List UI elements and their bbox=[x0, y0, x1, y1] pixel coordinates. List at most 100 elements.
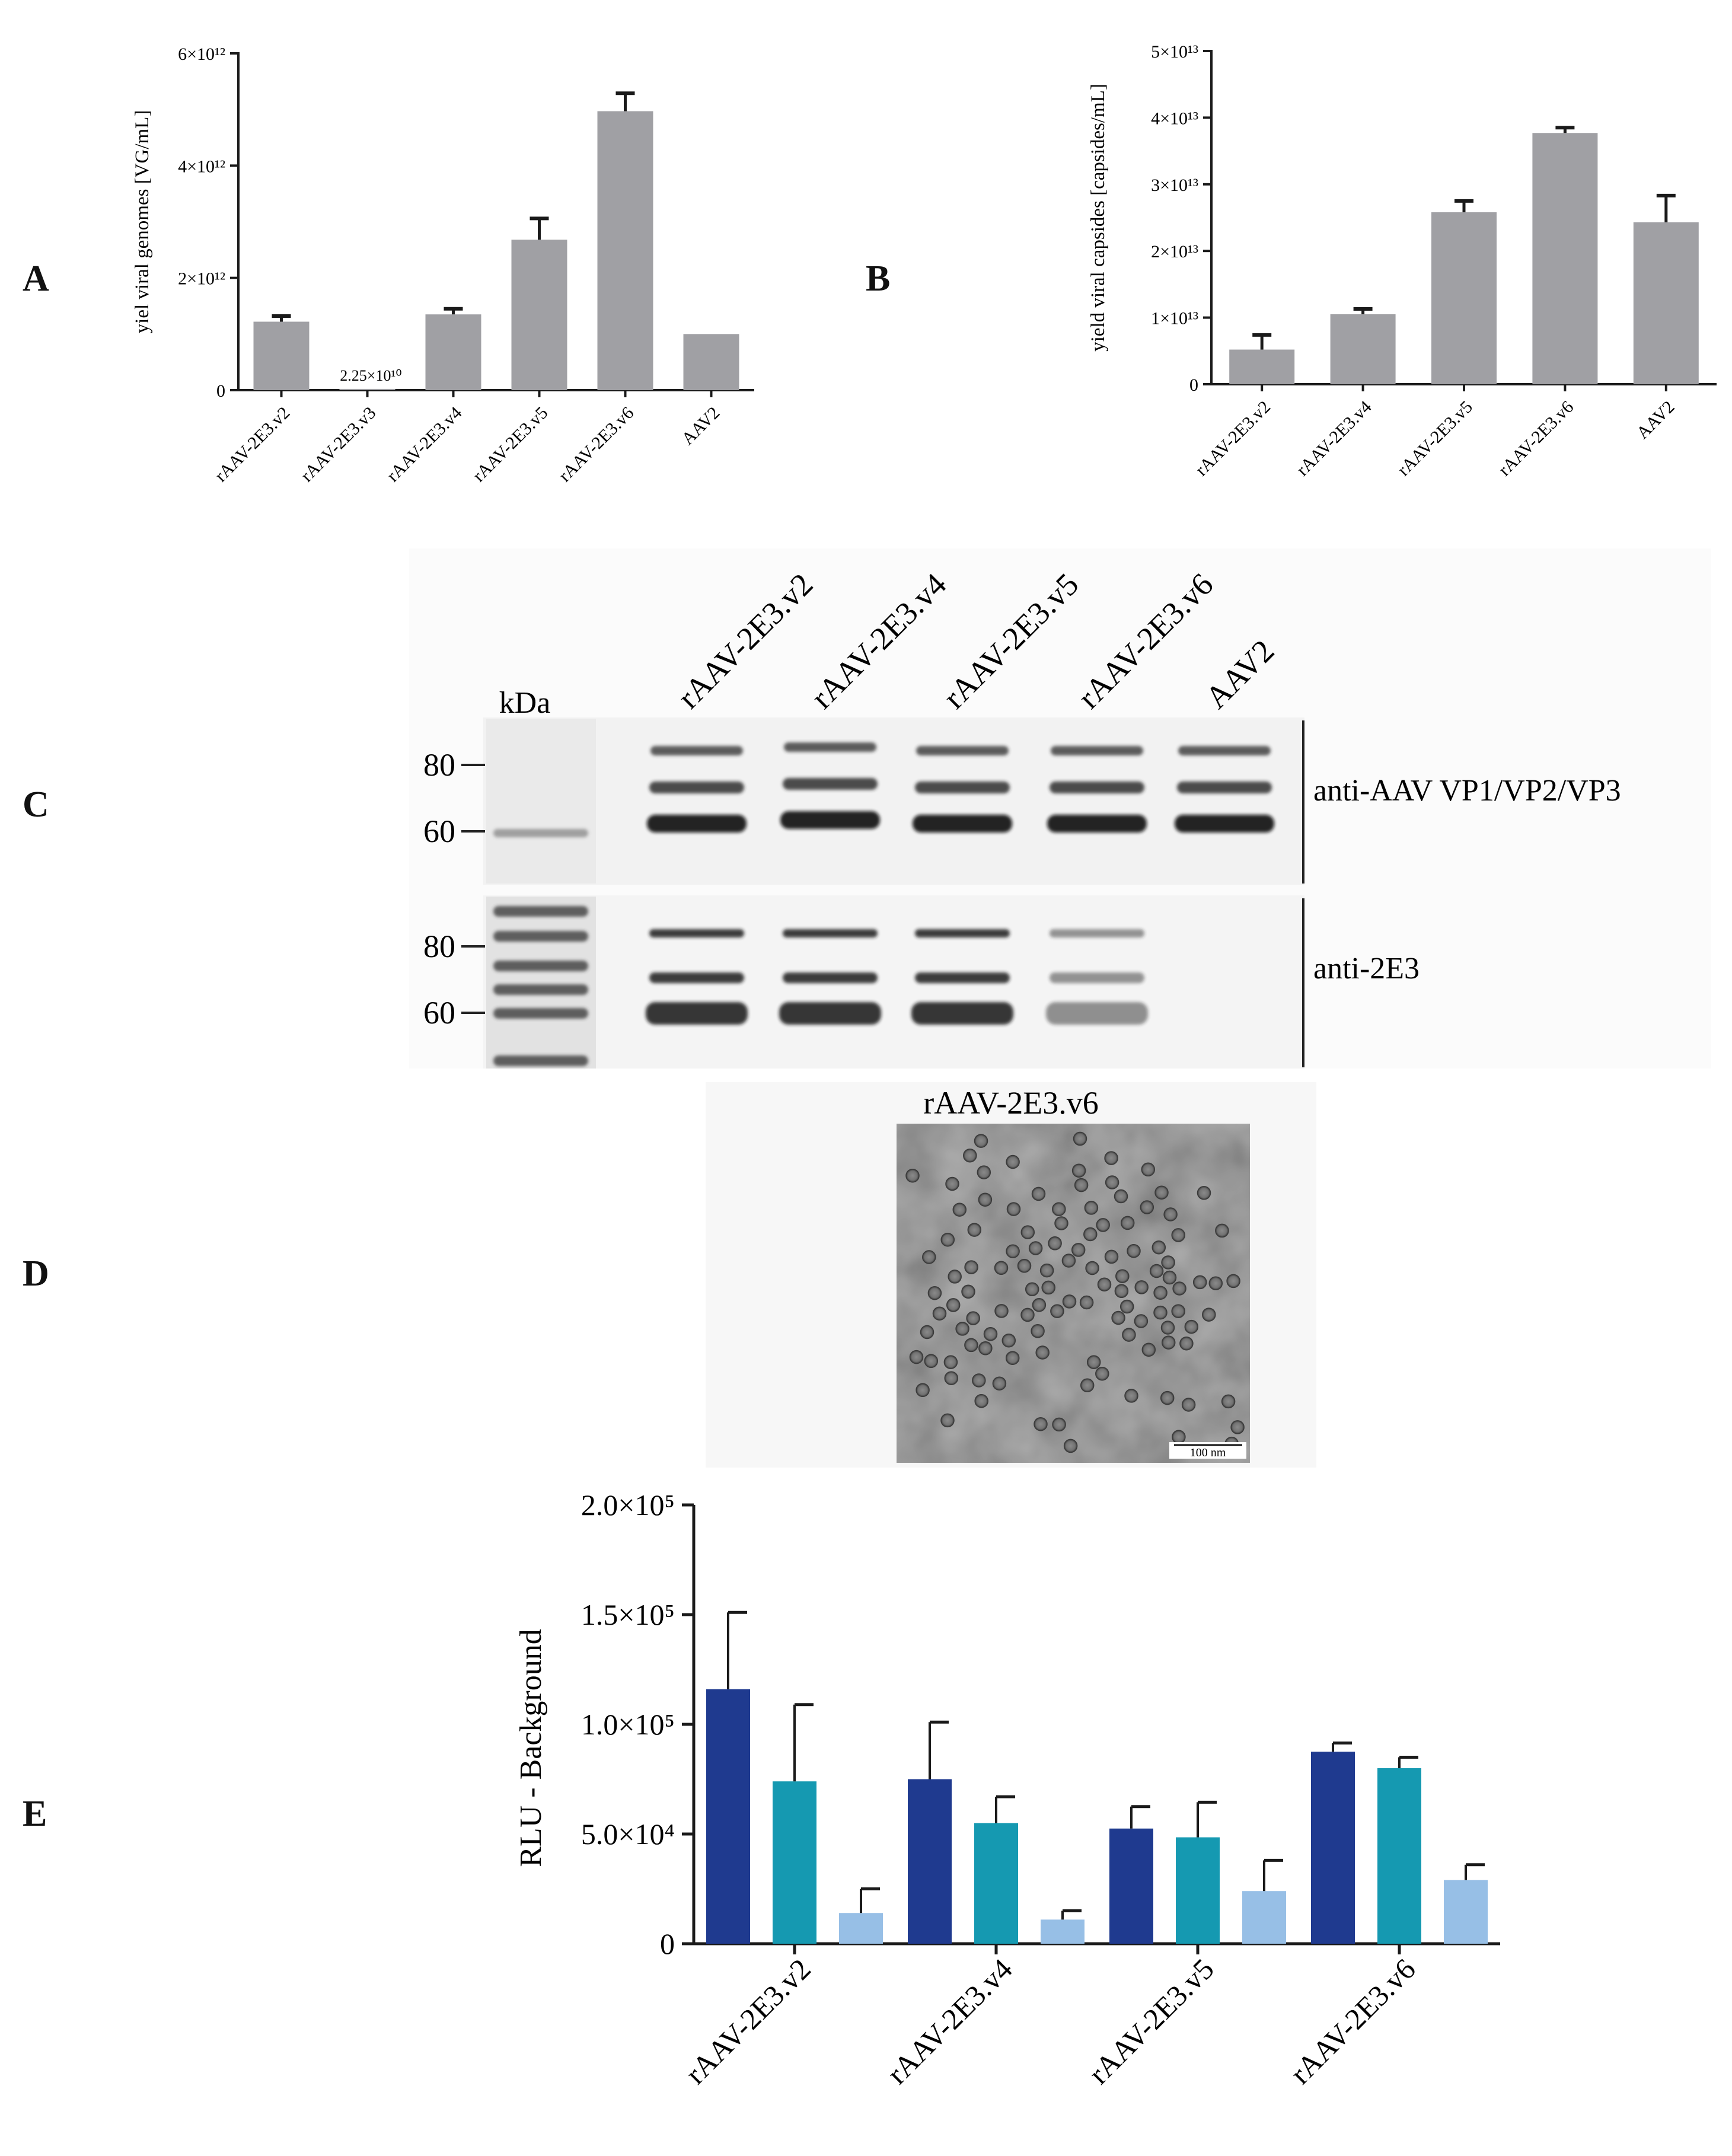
virus-particle bbox=[946, 1298, 961, 1312]
kda-label: kDa bbox=[499, 686, 551, 720]
bar bbox=[1229, 349, 1295, 384]
band-vp2 bbox=[1050, 782, 1144, 793]
virus-particle bbox=[1179, 1336, 1194, 1351]
blot-bottom-membrane bbox=[483, 895, 1304, 1069]
bar bbox=[1041, 1919, 1085, 1944]
virus-particle bbox=[1097, 1277, 1112, 1291]
band-anti2e3-lower bbox=[779, 1002, 881, 1025]
virus-particle bbox=[1141, 1162, 1156, 1177]
band-anti2e3-upper bbox=[649, 929, 744, 937]
virus-particle bbox=[1054, 1216, 1068, 1230]
bar bbox=[1242, 1891, 1286, 1944]
panel-label-b: B bbox=[866, 259, 891, 299]
virus-particle bbox=[961, 1284, 975, 1299]
x-tick-label: rAAV-2E3.v2 bbox=[1192, 397, 1274, 480]
band-anti2e3-lower bbox=[911, 1002, 1013, 1025]
virus-particle bbox=[1104, 1151, 1118, 1165]
virus-particle bbox=[1085, 1261, 1099, 1275]
virus-particle bbox=[1181, 1398, 1196, 1412]
panel-label-a: A bbox=[23, 259, 49, 299]
y-tick-label: 0 bbox=[216, 381, 225, 401]
marker-label: 60 bbox=[423, 995, 455, 1031]
micrograph-panel: rAAV-2E3.v6 100 nm bbox=[706, 1082, 1316, 1468]
virus-particle bbox=[994, 1261, 1009, 1275]
virus-particle bbox=[1006, 1202, 1021, 1216]
bar bbox=[1377, 1768, 1421, 1944]
x-tick-label: rAAV-2E3.v6 bbox=[1284, 1952, 1422, 2090]
ladder-band bbox=[493, 906, 588, 917]
virus-particle bbox=[994, 1304, 1009, 1318]
virus-particle bbox=[1041, 1280, 1055, 1295]
band-vp2 bbox=[649, 782, 744, 793]
y-tick-label: 1.5×10⁵ bbox=[581, 1598, 675, 1631]
bar bbox=[253, 321, 310, 390]
virus-particle bbox=[1124, 1389, 1138, 1403]
marker-label: 80 bbox=[423, 929, 455, 964]
virus-particle bbox=[1083, 1227, 1098, 1242]
virus-particle bbox=[1105, 1175, 1119, 1189]
x-tick-label: rAAV-2E3.v6 bbox=[1495, 397, 1577, 480]
virus-particle bbox=[1052, 1202, 1066, 1216]
virus-particle bbox=[1134, 1314, 1149, 1328]
virus-particle bbox=[1035, 1345, 1050, 1360]
y-axis-label: RLU - Background bbox=[514, 1629, 548, 1867]
x-tick-label: rAAV-2E3.v6 bbox=[555, 403, 637, 486]
virus-particle bbox=[1127, 1243, 1141, 1258]
virus-particle bbox=[952, 1203, 967, 1217]
bar bbox=[1176, 1837, 1220, 1944]
virus-particle bbox=[1031, 1324, 1045, 1338]
y-tick-label: 2.0×10⁵ bbox=[581, 1488, 675, 1522]
x-tick-label: rAAV-2E3.v4 bbox=[881, 1952, 1019, 2090]
ladder-band bbox=[493, 931, 588, 942]
virus-particle bbox=[1122, 1328, 1136, 1342]
ladder-band bbox=[493, 984, 588, 995]
virus-particle bbox=[922, 1250, 936, 1264]
virus-particle bbox=[1052, 1417, 1066, 1432]
virus-particle bbox=[983, 1327, 998, 1341]
virus-particle bbox=[1152, 1240, 1166, 1255]
virus-particle bbox=[1171, 1228, 1185, 1242]
virus-particle bbox=[1153, 1305, 1168, 1320]
virus-particle bbox=[1149, 1264, 1164, 1278]
y-tick-label: 0 bbox=[660, 1927, 675, 1960]
band-anti2e3-lower bbox=[1046, 1002, 1148, 1025]
bar bbox=[339, 388, 395, 390]
virus-particle bbox=[1153, 1286, 1168, 1300]
band-vp2 bbox=[783, 778, 878, 790]
bar bbox=[1109, 1828, 1153, 1944]
virus-particle bbox=[940, 1232, 955, 1247]
virus-particle bbox=[1063, 1439, 1078, 1453]
blot-top-label: anti-AAV VP1/VP2/VP3 bbox=[1313, 774, 1621, 808]
virus-particle bbox=[1171, 1304, 1185, 1318]
band-anti2e3-upper bbox=[783, 929, 878, 937]
virus-particle bbox=[932, 1306, 947, 1321]
virus-particle bbox=[1048, 1236, 1062, 1251]
ladder-band bbox=[493, 961, 588, 971]
virus-particle bbox=[1120, 1216, 1135, 1230]
virus-particle bbox=[1115, 1269, 1130, 1283]
band-vp1 bbox=[784, 742, 876, 752]
x-tick-label: rAAV-2E3.v5 bbox=[469, 403, 551, 486]
band-anti2e3-middle bbox=[915, 972, 1010, 983]
panel-label-c: C bbox=[23, 784, 49, 825]
blot-bands bbox=[646, 742, 1274, 1025]
virus-particle bbox=[1163, 1207, 1178, 1221]
y-tick-label: 5×10¹³ bbox=[1151, 42, 1198, 62]
y-tick-label: 1.0×10⁵ bbox=[581, 1708, 675, 1741]
band-anti2e3-lower bbox=[646, 1002, 748, 1025]
blot-top-membrane bbox=[483, 717, 1304, 885]
virus-particle bbox=[1161, 1335, 1176, 1350]
virus-particle bbox=[1215, 1223, 1229, 1238]
y-tick-label: 3×10¹³ bbox=[1151, 176, 1198, 195]
y-tick-label: 4×10¹³ bbox=[1151, 109, 1198, 128]
virus-particle bbox=[1140, 1200, 1154, 1214]
virus-particle bbox=[1095, 1366, 1109, 1381]
marker-label: 60 bbox=[423, 814, 455, 849]
y-tick-label: 2×10¹² bbox=[178, 269, 225, 289]
virus-particle bbox=[927, 1286, 942, 1300]
y-tick-label: 6×10¹² bbox=[178, 44, 225, 64]
virus-particle bbox=[974, 1393, 988, 1408]
virus-particle bbox=[1119, 1299, 1134, 1314]
virus-particle bbox=[1071, 1163, 1086, 1178]
